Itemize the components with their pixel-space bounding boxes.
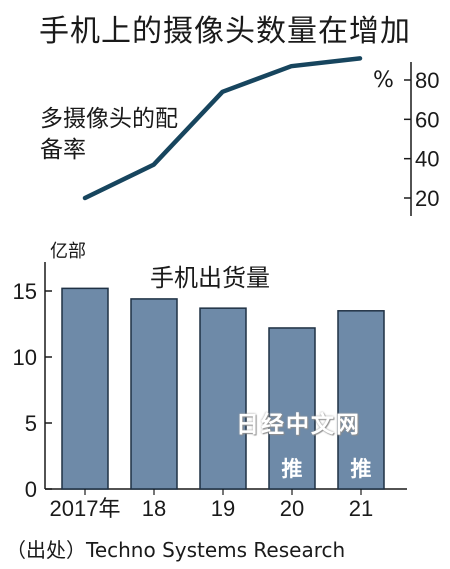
bar-x-tick-label: 20 xyxy=(280,496,304,521)
bar-y-unit: 亿部 xyxy=(50,241,86,262)
bar-1 xyxy=(130,298,178,490)
bar-2 xyxy=(199,307,247,490)
line-chart: 20 40 60 80 xyxy=(82,56,439,216)
bar-x-tick-label: 19 xyxy=(211,496,235,521)
bar-y-tick-label: 0 xyxy=(25,477,37,502)
source-note: （出处）Techno Systems Research xyxy=(6,538,346,562)
chart-title: 手机上的摄像头数量在增加 xyxy=(39,14,411,49)
bar-x-tick-label: 21 xyxy=(349,496,373,521)
line-y-tick-label: 60 xyxy=(415,107,439,132)
bar-y-tick-label: 5 xyxy=(25,411,37,436)
bar-x-tick-label: 2017年 xyxy=(50,496,121,521)
line-y-unit: % xyxy=(373,68,394,93)
estimate-mark: 推 xyxy=(351,457,372,481)
bar-x-tick-label: 18 xyxy=(142,496,166,521)
bar-y-tick-label: 15 xyxy=(13,279,37,304)
line-series-label: 多摄像头的配备率 xyxy=(40,106,178,163)
line-y-tick-label: 20 xyxy=(415,186,439,211)
line-y-tick-label: 80 xyxy=(415,68,439,93)
bar-3 xyxy=(268,327,316,490)
watermark: 日经中文网 xyxy=(236,412,361,438)
bar-0 xyxy=(61,287,109,490)
line-y-tick-label: 40 xyxy=(415,147,439,172)
bar-y-tick-label: 10 xyxy=(13,345,37,370)
bar-chart-title: 手机出货量 xyxy=(150,264,270,292)
estimate-mark: 推 xyxy=(282,457,303,481)
